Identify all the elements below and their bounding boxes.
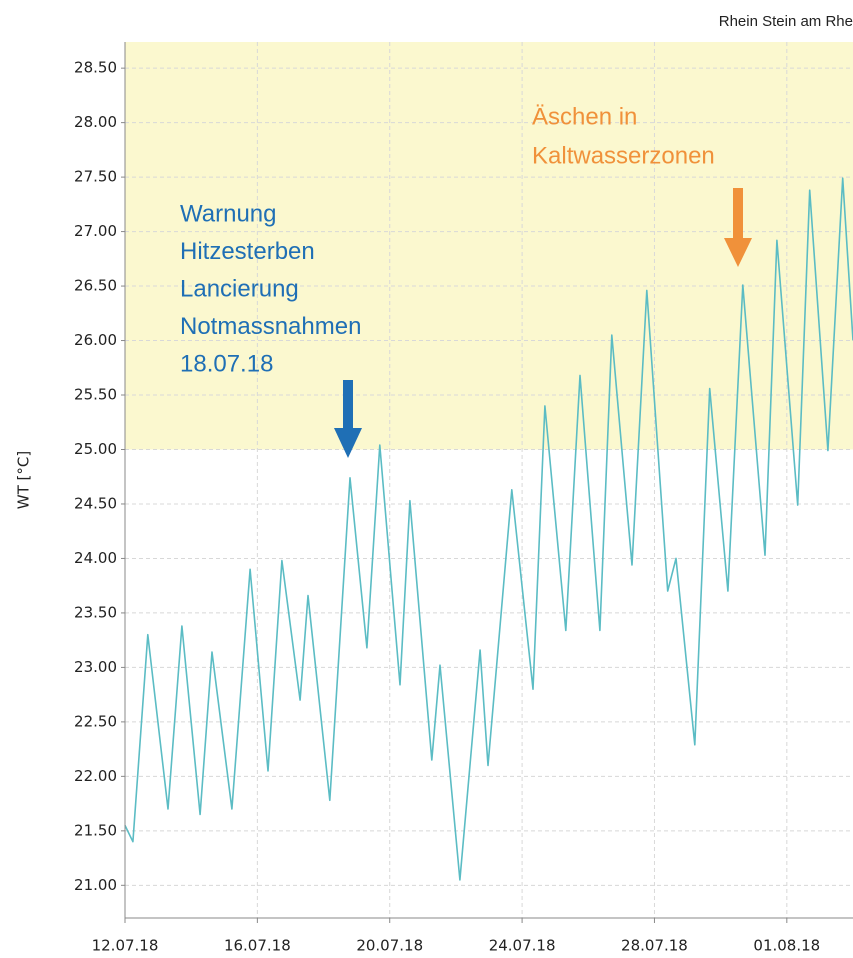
y-tick-label: 25.00 [74,440,117,458]
y-axis-label: WT [°C] [15,451,33,509]
x-tick-label: 24.07.18 [489,937,556,955]
annotation: Warnung Hitzesterben Lancierung Notmassnahm… [180,200,361,377]
y-tick-label: 27.00 [74,222,117,240]
annotation-text: Lancierung [180,275,299,302]
data-line [124,177,853,881]
arrow-head [334,428,362,458]
y-tick-label: 26.00 [74,331,117,349]
chart-title: Rhein Stein am Rhe [719,13,853,30]
x-tick-label: 12.07.18 [92,937,159,955]
y-tick-label: 24.00 [74,549,117,567]
y-tick-label: 23.00 [74,658,117,676]
arrow [334,380,362,458]
y-tick-label: 21.50 [74,821,117,839]
y-tick-label: 23.50 [74,603,117,621]
annotation-text: Äschen in [532,103,637,130]
y-tick-label: 26.50 [74,277,117,295]
x-tick-label: 20.07.18 [356,937,423,955]
y-tick-label: 25.50 [74,386,117,404]
y-tick-label: 28.00 [74,113,117,131]
y-tick-label: 22.50 [74,712,117,730]
y-tick-label: 27.50 [74,168,117,186]
annotation-text: Notmassnahmen [180,313,361,340]
annotation: Äschen in Kaltwasserzonen [532,103,715,169]
x-tick-label: 16.07.18 [224,937,291,955]
annotation-text: 18.07.18 [180,350,273,377]
plot [124,177,853,881]
arrow-shaft [343,380,353,430]
y-tick-label: 21.00 [74,876,117,894]
arrow-head [724,238,752,267]
y-tick-label: 22.00 [74,767,117,785]
x-tick-label: 28.07.18 [621,937,688,955]
x-tick-label: 01.08.18 [753,937,820,955]
annotation-text: Warnung [180,200,277,227]
annotation-text: Kaltwasserzonen [532,142,715,169]
y-tick-label: 24.50 [74,494,117,512]
annotation-text: Hitzesterben [180,238,315,265]
arrow [724,188,752,267]
y-tick-label: 28.50 [74,59,117,77]
arrow-shaft [733,188,743,240]
